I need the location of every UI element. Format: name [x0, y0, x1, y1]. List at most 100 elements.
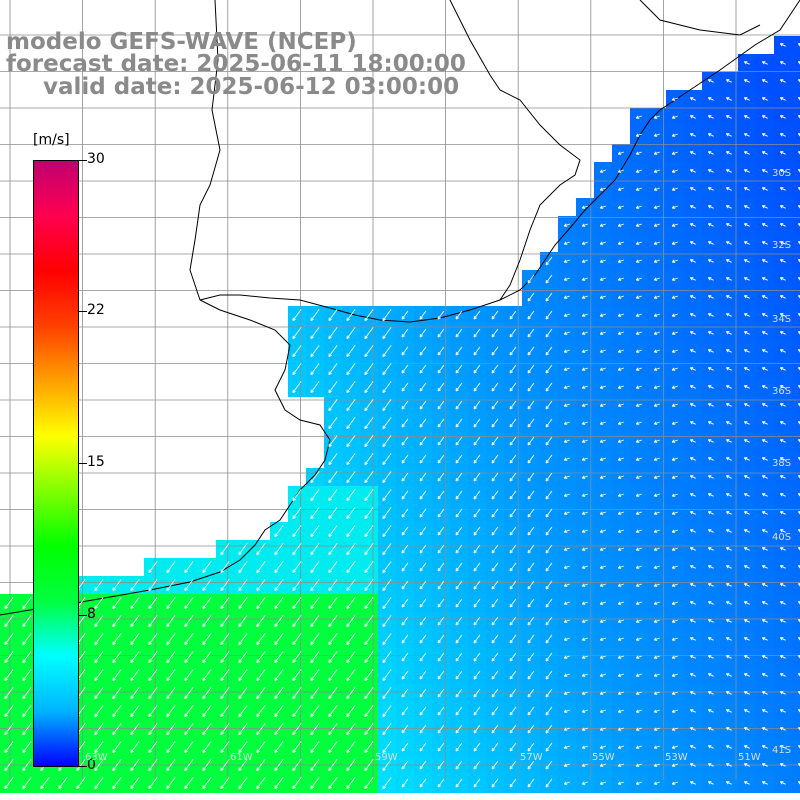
wind-speed-cell [360, 684, 379, 703]
wind-arrow [581, 727, 588, 731]
wind-speed-cell [576, 234, 595, 253]
wind-arrow [545, 400, 553, 410]
wind-arrow [346, 651, 356, 664]
wind-arrow [401, 598, 409, 608]
wind-arrow [491, 490, 499, 500]
wind-speed-cell [576, 738, 595, 757]
wind-arrow [563, 745, 570, 749]
wind-speed-cell [612, 756, 631, 775]
wind-arrow [779, 187, 786, 191]
wind-speed-cell [648, 180, 667, 199]
wind-arrow [761, 295, 768, 299]
wind-speed-cell [648, 648, 667, 667]
wind-arrow [527, 634, 535, 644]
wind-speed-cell [576, 702, 595, 721]
wind-arrow [112, 669, 122, 682]
wind-speed-cell [576, 576, 595, 595]
wind-speed-cell [504, 396, 523, 415]
wind-speed-cell [630, 180, 649, 199]
wind-speed-cell [126, 684, 145, 703]
wind-speed-cell [594, 306, 613, 325]
wind-speed-cell [396, 306, 415, 325]
wind-speed-cell [792, 738, 800, 757]
wind-arrow [238, 561, 248, 574]
wind-arrow [689, 745, 696, 749]
wind-arrow [382, 381, 392, 394]
wind-arrow [238, 543, 248, 556]
wind-arrow [635, 223, 642, 227]
wind-arrow [58, 777, 68, 790]
wind-arrow [491, 346, 499, 356]
wind-arrow [509, 382, 517, 392]
wind-arrow [527, 490, 535, 500]
wind-arrow [94, 651, 104, 664]
wind-arrow [725, 655, 732, 659]
wind-arrow [689, 727, 696, 731]
wind-arrow [292, 741, 302, 754]
wind-speed-cell [432, 630, 451, 649]
wind-arrow [274, 741, 284, 754]
wind-arrow [761, 277, 768, 281]
wind-arrow [509, 472, 517, 482]
wind-arrow [256, 633, 266, 646]
wind-speed-cell [414, 324, 433, 343]
wind-speed-cell [792, 180, 800, 199]
wind-speed-cell [414, 558, 433, 577]
wind-speed-cell [432, 396, 451, 415]
wind-speed-cell [54, 774, 73, 793]
wind-speed-cell [144, 576, 163, 595]
wind-speed-cell [468, 558, 487, 577]
wind-speed-cell [144, 738, 163, 757]
wind-arrow [22, 633, 32, 646]
wind-arrow [256, 579, 266, 592]
wind-speed-cell [792, 414, 800, 433]
wind-arrow [220, 705, 230, 718]
wind-speed-cell [630, 720, 649, 739]
wind-arrow [635, 403, 642, 407]
wind-speed-cell [288, 612, 307, 631]
wind-arrow [310, 543, 320, 556]
wind-arrow [473, 526, 481, 536]
wind-speed-cell [252, 738, 271, 757]
wind-speed-cell [342, 522, 361, 541]
wind-speed-cell [252, 558, 271, 577]
wind-arrow [401, 724, 409, 734]
wind-arrow [491, 760, 499, 770]
wind-speed-cell [378, 468, 397, 487]
wind-arrow [779, 691, 786, 695]
wind-arrow [310, 705, 320, 718]
wind-speed-cell [216, 576, 235, 595]
wind-speed-cell [180, 702, 199, 721]
wind-arrow [779, 439, 786, 443]
wind-speed-cell [630, 324, 649, 343]
wind-arrow [509, 454, 517, 464]
wind-speed-cell [558, 468, 577, 487]
wind-arrow [671, 691, 678, 695]
wind-arrow [148, 777, 158, 790]
wind-arrow [617, 403, 624, 407]
wind-speed-cell [522, 558, 541, 577]
wind-arrow [364, 723, 374, 736]
wind-arrow [635, 169, 642, 173]
wind-arrow [725, 421, 732, 425]
wind-speed-cell [558, 288, 577, 307]
wind-speed-cell [108, 702, 127, 721]
wind-arrow [635, 367, 642, 371]
wind-arrow [437, 688, 445, 698]
wind-arrow [779, 655, 786, 659]
wind-speed-cell [396, 594, 415, 613]
wind-speed-cell [648, 324, 667, 343]
wind-arrow [617, 385, 624, 389]
wind-speed-cell [558, 360, 577, 379]
wind-speed-cell [648, 486, 667, 505]
wind-speed-cell [666, 288, 685, 307]
wind-arrow [707, 727, 714, 731]
wind-arrow [148, 759, 158, 772]
wind-speed-cell [648, 162, 667, 181]
wind-speed-cell [630, 162, 649, 181]
wind-arrow [184, 687, 194, 700]
wind-arrow [527, 472, 535, 482]
wind-speed-cell [612, 144, 631, 163]
wind-arrow [491, 688, 499, 698]
wind-speed-cell [792, 342, 800, 361]
